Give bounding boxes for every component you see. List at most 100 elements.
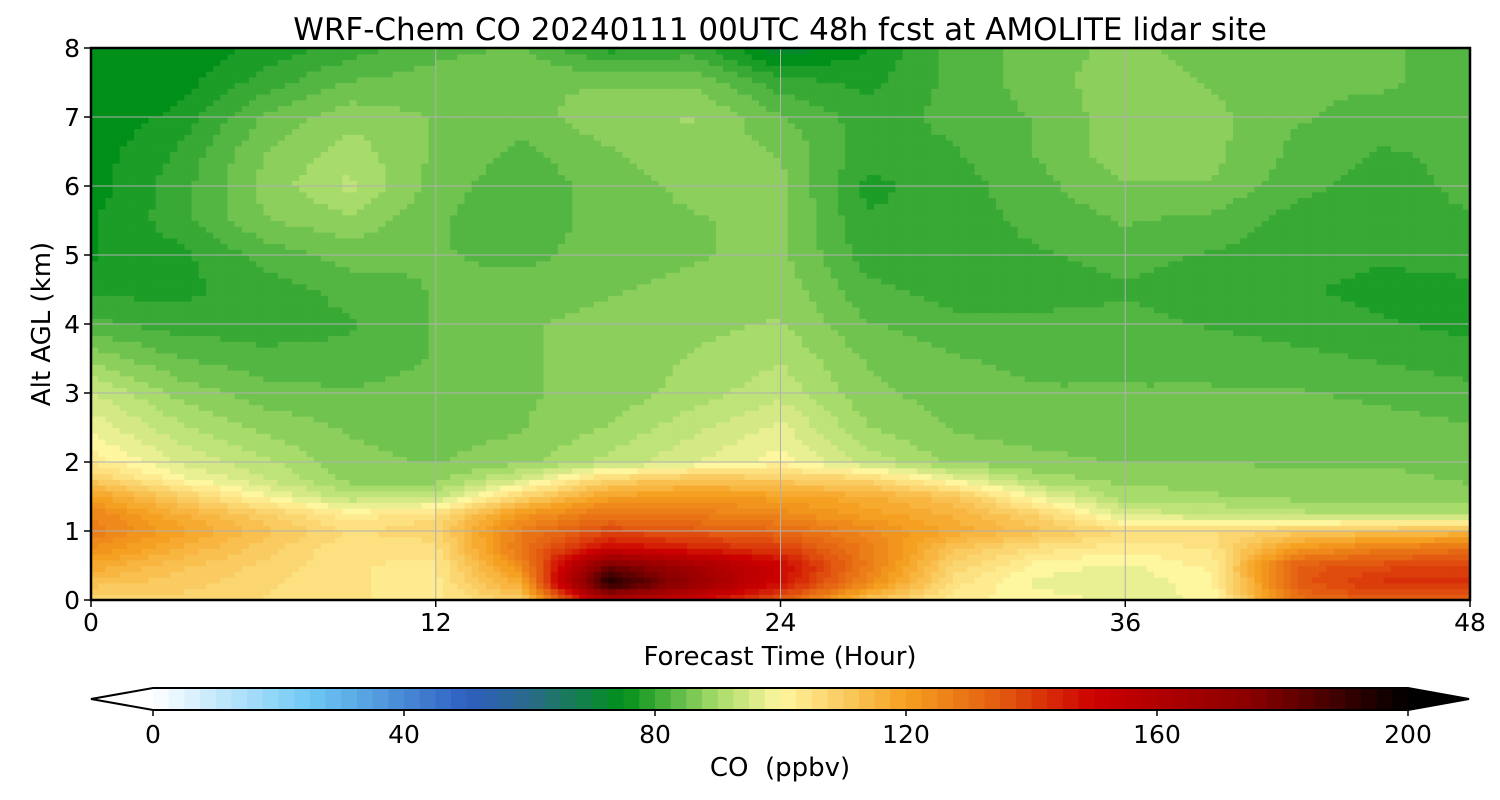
heatmap-cell xyxy=(328,531,336,538)
heatmap-cell xyxy=(1118,508,1126,515)
heatmap-cell xyxy=(916,559,925,567)
heatmap-cell xyxy=(1398,450,1406,457)
heatmap-cell xyxy=(1225,496,1234,503)
heatmap-cell xyxy=(1103,496,1112,503)
heatmap-cell xyxy=(1225,536,1234,544)
heatmap-cell xyxy=(809,450,818,457)
heatmap-cell xyxy=(924,485,932,492)
heatmap-cell xyxy=(457,508,466,515)
heatmap-cell xyxy=(1153,594,1162,600)
heatmap-cell xyxy=(1254,554,1263,561)
heatmap-cell xyxy=(974,508,983,515)
heatmap-cell xyxy=(292,479,300,486)
heatmap-cell xyxy=(715,467,724,475)
heatmap-cell xyxy=(1333,542,1342,549)
heatmap-cell xyxy=(859,542,868,549)
heatmap-cell xyxy=(385,577,394,584)
heatmap-cell xyxy=(1103,450,1112,457)
heatmap-cell xyxy=(873,519,882,526)
heatmap-cell xyxy=(1448,582,1457,590)
heatmap-cell xyxy=(600,525,609,532)
heatmap-cell xyxy=(794,502,803,509)
heatmap-cell xyxy=(486,450,494,457)
heatmap-cell xyxy=(1017,554,1026,561)
heatmap-cell xyxy=(888,479,897,486)
heatmap-cell xyxy=(1276,508,1284,515)
heatmap-cell xyxy=(931,479,940,486)
heatmap-cell xyxy=(1376,577,1385,584)
heatmap-cell xyxy=(1096,473,1105,480)
heatmap-cell xyxy=(1089,490,1098,498)
heatmap-cell xyxy=(967,531,976,538)
heatmap-cell xyxy=(1225,490,1234,498)
heatmap-cell xyxy=(1297,582,1306,590)
heatmap-cell xyxy=(392,565,401,572)
heatmap-cell xyxy=(191,554,200,561)
heatmap-cell xyxy=(593,490,602,498)
heatmap-cell xyxy=(679,525,688,532)
heatmap-cell xyxy=(758,571,767,578)
heatmap-cell xyxy=(1010,531,1019,538)
heatmap-cell xyxy=(945,559,954,567)
heatmap-cell xyxy=(852,548,861,555)
heatmap-cell xyxy=(708,462,717,469)
heatmap-cell xyxy=(723,525,731,532)
heatmap-cell xyxy=(170,462,178,469)
heatmap-cell xyxy=(1376,531,1385,538)
heatmap-cell xyxy=(306,513,315,521)
heatmap-cell xyxy=(644,508,652,515)
heatmap-cell xyxy=(1139,467,1148,475)
heatmap-cell xyxy=(658,565,667,572)
heatmap-cell xyxy=(1146,496,1155,503)
heatmap-cell xyxy=(464,462,473,469)
heatmap-cell xyxy=(1017,467,1026,475)
heatmap-cell xyxy=(1153,467,1162,475)
heatmap-cell xyxy=(1355,525,1363,532)
heatmap-cell xyxy=(263,588,272,595)
heatmap-cell xyxy=(866,536,875,544)
heatmap-cell xyxy=(902,531,911,538)
heatmap-cell xyxy=(1146,559,1155,567)
heatmap-cell xyxy=(486,456,494,463)
heatmap-cell xyxy=(600,531,609,538)
heatmap-cell xyxy=(1319,456,1327,463)
heatmap-cell xyxy=(1204,594,1213,600)
heatmap-cell xyxy=(1211,525,1220,532)
heatmap-cell xyxy=(766,554,774,561)
heatmap-cell xyxy=(658,496,667,503)
heatmap-cell xyxy=(1390,571,1399,578)
heatmap-cell xyxy=(600,571,609,578)
heatmap-cell xyxy=(952,502,961,509)
heatmap-cell xyxy=(450,565,458,572)
heatmap-cell xyxy=(1383,508,1392,515)
heatmap-cell xyxy=(1175,490,1184,498)
heatmap-cell xyxy=(191,519,200,526)
heatmap-cell xyxy=(557,536,566,544)
heatmap-cell xyxy=(1448,559,1457,567)
heatmap-cell xyxy=(356,548,365,555)
heatmap-cell xyxy=(1290,513,1299,521)
heatmap-cell xyxy=(170,542,178,549)
heatmap-cell xyxy=(464,531,473,538)
heatmap-cell xyxy=(1398,565,1406,572)
heatmap-cell xyxy=(636,462,645,469)
heatmap-cell xyxy=(277,456,286,463)
heatmap-cell xyxy=(486,496,494,503)
heatmap-cell xyxy=(888,502,897,509)
heatmap-cell xyxy=(737,594,746,600)
heatmap-cell xyxy=(644,559,652,567)
heatmap-cell xyxy=(292,473,300,480)
heatmap-cell xyxy=(1197,479,1205,486)
heatmap-cell xyxy=(227,490,236,498)
heatmap-cell xyxy=(608,450,616,457)
heatmap-cell xyxy=(1276,479,1284,486)
heatmap-cell xyxy=(658,588,667,595)
heatmap-cell xyxy=(1204,450,1213,457)
heatmap-cell xyxy=(270,571,279,578)
heatmap-cell xyxy=(751,519,760,526)
heatmap-cell xyxy=(486,582,494,590)
heatmap-cell xyxy=(263,582,272,590)
heatmap-cell xyxy=(1254,577,1263,584)
heatmap-cell xyxy=(1333,577,1342,584)
